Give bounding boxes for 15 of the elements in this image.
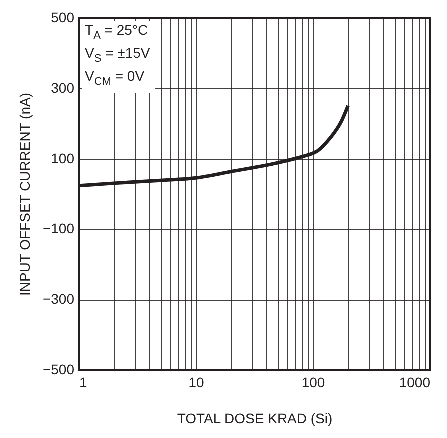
x-tick-label: 1 <box>80 374 88 390</box>
annotation: V$_{S}$ = ±15V <box>85 44 150 65</box>
y-axis-title: INPUT OFFSET CURRENT (nA) <box>16 92 33 296</box>
x-tick-label: 10 <box>188 374 204 390</box>
y-tick-label: −100 <box>42 220 75 237</box>
annotation: V$_{CM}$ = 0V <box>85 68 145 88</box>
x-axis-title: TOTAL DOSE KRAD (Si) <box>177 410 333 426</box>
x-tick-label: 1000 <box>399 374 431 390</box>
y-tick-label: 100 <box>51 150 75 166</box>
x-tick-label: 100 <box>302 374 326 390</box>
annotation: T$_{A}$ = 25°C <box>85 22 148 42</box>
y-tick-label: −500 <box>42 362 75 378</box>
y-tick-label: 500 <box>51 10 75 26</box>
y-tick-label: 300 <box>51 80 75 96</box>
y-tick-label: −300 <box>42 291 75 308</box>
